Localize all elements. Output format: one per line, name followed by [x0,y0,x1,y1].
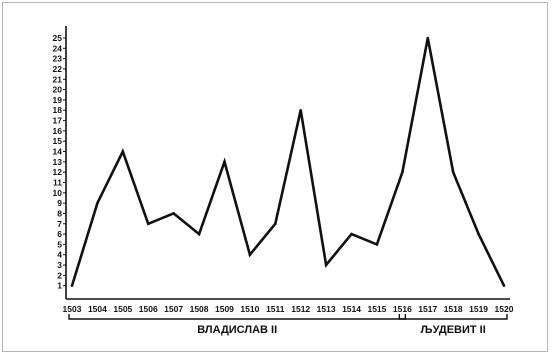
y-tick-label: 20 [53,85,63,95]
y-tick-label: 5 [57,239,62,249]
data-point [451,170,455,174]
y-tick-label: 11 [53,177,62,187]
data-point [502,284,506,287]
y-tick-label: 4 [57,250,62,260]
x-axis-ticks: 1503 1504 1505 1506 1507 1508 1509 1510 1511 1512… [63,304,514,314]
data-point [172,212,175,215]
y-axis-ticks: 1234567891011121314151617181920212223242… [53,33,66,291]
x-tick-label: 1513 [317,304,336,314]
x-tick-label: 1520 [495,304,514,314]
x-tick-label: 1517 [418,304,437,314]
y-tick-label: 16 [53,126,63,136]
y-tick-label: 2 [57,270,62,280]
y-tick-label: 17 [53,116,63,126]
data-point [273,222,277,226]
x-tick-label: 1504 [88,304,107,314]
y-tick-label: 1 [57,281,62,291]
y-tick-label: 24 [53,43,63,53]
y-tick-label: 13 [53,157,63,167]
y-tick-label: 25 [53,33,63,43]
reign-bracket [398,314,508,320]
x-tick-label: 1512 [291,304,310,314]
series-line-0 [70,37,506,287]
data-point [70,284,74,287]
data-point [146,222,150,226]
y-tick-label: 3 [57,260,62,270]
y-tick-label: 14 [53,147,63,157]
reign-annotations: ВЛАДИСЛАВ II ЉУДЕВИТ II [68,314,508,336]
y-tick-label: 9 [57,198,62,208]
data-point [96,201,99,205]
data-point [426,36,430,40]
y-tick-label: 6 [57,229,62,239]
data-point [375,243,379,246]
y-tick-label: 8 [57,208,62,218]
x-tick-label: 1505 [113,304,132,314]
x-tick-label: 1510 [240,304,259,314]
data-point [299,108,303,112]
axes [65,26,510,300]
y-tick-label: 12 [53,167,63,177]
x-tick-label: 1508 [190,304,209,314]
x-tick-label: 1515 [367,304,386,314]
data-point [401,170,404,174]
x-tick-label: 1516 [393,304,412,314]
x-tick-label: 1519 [469,304,488,314]
x-tick-label: 1509 [215,304,234,314]
y-tick-label: 15 [53,136,63,146]
x-tick-label: 1507 [164,304,183,314]
reign-label: ВЛАДИСЛАВ II [197,324,277,336]
y-tick-label: 18 [53,105,63,115]
data-point [121,150,125,153]
data-point [324,263,328,267]
series-layer [70,36,506,287]
data-point [248,253,252,257]
x-tick-label: 1506 [139,304,158,314]
y-tick-label: 23 [53,54,63,64]
data-point [197,232,201,236]
y-tick-label: 21 [53,74,63,84]
reign-bracket [68,314,407,320]
chart-frame [2,2,548,352]
reign-label: ЉУДЕВИТ II [421,324,486,336]
x-tick-label: 1503 [63,304,82,314]
data-point [223,160,226,164]
y-tick-label: 19 [53,95,63,105]
y-tick-label: 7 [57,219,62,229]
x-tick-label: 1511 [266,304,285,314]
data-point [477,232,480,236]
y-tick-label: 22 [53,64,63,74]
y-tick-label: 10 [53,188,63,198]
data-point [350,232,353,236]
x-tick-label: 1518 [444,304,463,314]
x-tick-label: 1514 [342,304,361,314]
